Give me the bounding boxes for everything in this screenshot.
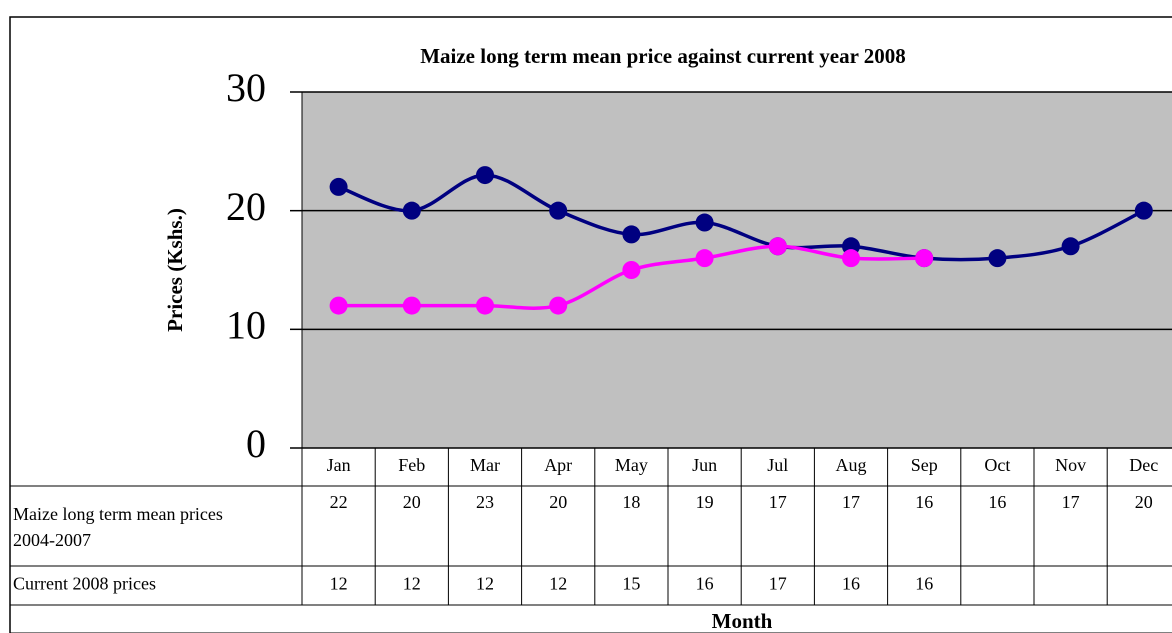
legend-label: Current 2008 prices [13,574,156,594]
legend-line: 2004-2007 [13,530,91,550]
table-value: 16 [988,492,1006,512]
chart-title: Maize long term mean price against curre… [420,44,906,68]
x-tick-label: Jan [327,455,351,475]
table-value: 16 [696,574,714,594]
data-point [476,296,494,315]
table-value: 20 [1135,492,1153,512]
x-tick-label: Nov [1055,455,1086,475]
table-value: 18 [622,492,640,512]
data-point [402,201,421,220]
table-value: 12 [549,574,567,594]
table-value: 17 [769,574,787,594]
y-tick-label: 0 [246,421,266,466]
y-tick-label: 30 [226,65,266,110]
data-point [988,249,1007,268]
table-value: 19 [696,492,714,512]
data-point [476,166,494,185]
table-value: 16 [842,574,860,594]
data-point [1061,237,1080,256]
table-value: 20 [403,492,421,512]
series-line [337,173,1145,262]
y-axis-title: Prices (Kshs.) [163,208,187,332]
x-tick-label: Sep [911,455,938,475]
data-point [768,237,787,256]
table-value: 16 [915,492,933,512]
x-tick-label: Dec [1129,455,1158,475]
x-tick-label: Apr [544,455,572,475]
table-value: 16 [915,574,933,594]
x-tick-label: Oct [984,455,1010,475]
data-point [695,249,714,268]
data-point [622,261,641,279]
plot-area [301,91,1172,449]
y-tick-label: 10 [226,303,266,348]
x-tick-label: Aug [836,455,867,475]
table-value: 17 [842,492,860,512]
data-point [402,296,421,315]
table-value: 12 [476,574,494,594]
data-point [549,201,568,220]
y-tick-label: 20 [226,184,266,229]
data-point [695,213,714,232]
data-point [1134,201,1153,220]
data-point [329,177,348,196]
table-value: 17 [1062,492,1080,512]
x-tick-label: Feb [398,455,425,475]
data-point [842,249,860,268]
table-value: 12 [403,574,421,594]
legend-label: Maize long term mean prices 2004-2007 [13,504,223,550]
x-tick-label: Jun [692,455,717,475]
x-tick-label: May [615,455,648,475]
table-value: 20 [549,492,567,512]
table-value: 22 [330,492,348,512]
table-value: 17 [769,492,787,512]
data-point [915,249,934,268]
x-axis-title: Month [712,609,773,633]
data-point [549,296,568,315]
legend-line: Maize long term mean prices [13,504,223,524]
table-value: 15 [622,574,640,594]
table-value: 12 [330,574,348,594]
data-point [622,225,641,244]
x-tick-label: Jul [767,455,788,475]
data-point [329,296,348,315]
x-tick-label: Mar [470,455,500,475]
table-value: 23 [476,492,494,512]
